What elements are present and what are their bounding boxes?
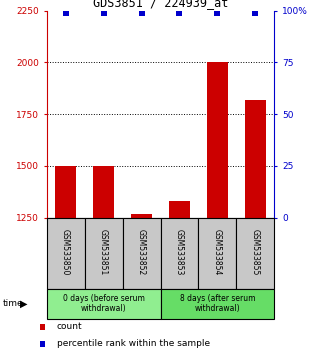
Text: GSM533855: GSM533855 [251,228,260,275]
Text: percentile rank within the sample: percentile rank within the sample [56,339,210,348]
Text: 8 days (after serum
withdrawal): 8 days (after serum withdrawal) [180,294,255,313]
Text: GSM533852: GSM533852 [137,229,146,275]
Text: 0 days (before serum
withdrawal): 0 days (before serum withdrawal) [63,294,144,313]
Text: GSM533853: GSM533853 [175,228,184,275]
Bar [160,218,198,289]
Text: ▶: ▶ [20,298,28,309]
Bar [169,201,190,354]
Title: GDS3851 / 224939_at: GDS3851 / 224939_at [93,0,228,10]
Bar [93,166,114,354]
Text: time: time [3,299,24,308]
Bar [47,218,84,289]
Text: GSM533854: GSM533854 [213,228,222,275]
Text: count: count [56,322,82,331]
Text: GSM533850: GSM533850 [61,228,70,275]
Bar [123,218,160,289]
Text: GSM533851: GSM533851 [99,229,108,275]
Bar [131,213,152,354]
Bar [55,166,76,354]
Bar [47,289,160,319]
Bar [160,289,274,319]
Bar [84,218,123,289]
Bar [237,218,274,289]
Bar [198,218,237,289]
Bar [245,100,266,354]
Bar [207,62,228,354]
